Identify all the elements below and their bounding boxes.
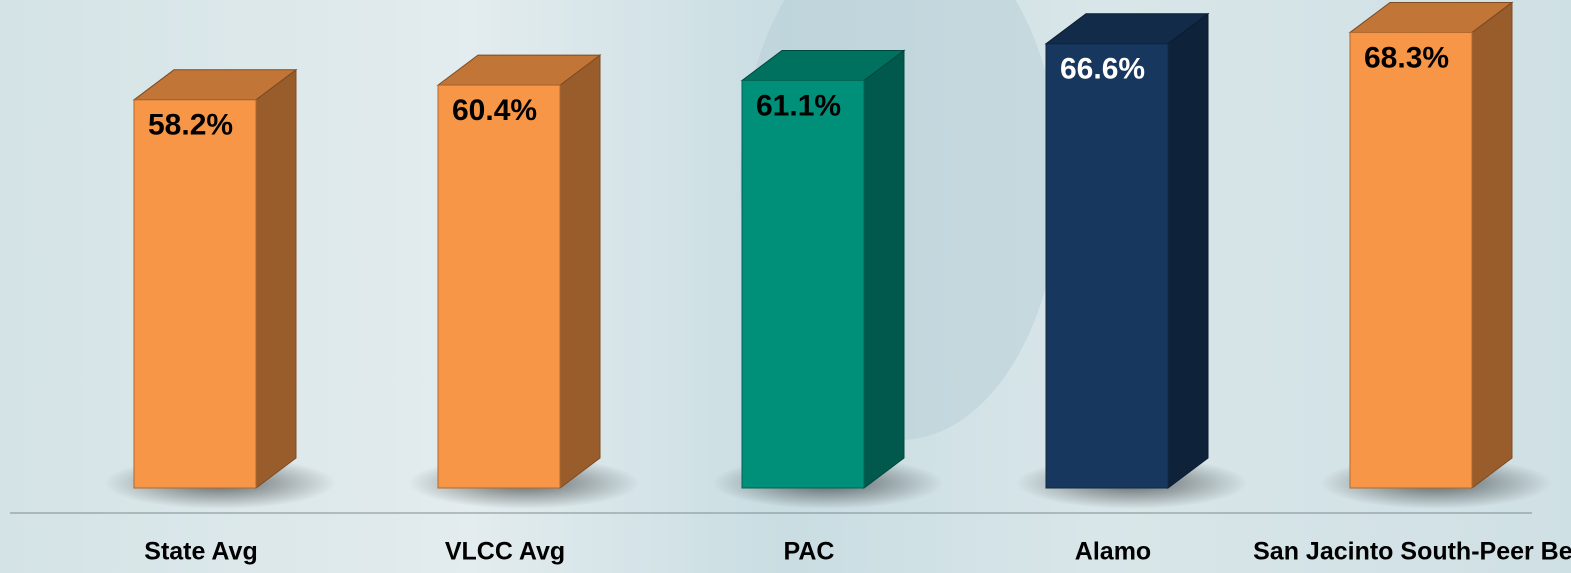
bar-side <box>1471 1 1513 489</box>
x-tick-label: PAC <box>784 538 835 566</box>
value-label: 58.2% <box>148 109 233 142</box>
x-tick-label: VLCC Avg <box>445 538 565 566</box>
value-label: 68.3% <box>1364 41 1449 74</box>
value-label: 60.4% <box>452 94 537 127</box>
bar <box>1349 31 1473 489</box>
value-label: 61.1% <box>756 89 841 122</box>
bar-side <box>255 68 297 489</box>
bar <box>133 99 257 489</box>
value-label: 66.6% <box>1060 53 1145 86</box>
bar-side <box>559 54 601 489</box>
bar <box>1045 43 1169 489</box>
x-tick-label: Alamo <box>1075 538 1151 566</box>
bar-side <box>863 49 905 489</box>
bar <box>741 79 865 489</box>
x-tick-label: San Jacinto South-Peer Best <box>1253 538 1571 566</box>
bar-side <box>1167 12 1209 489</box>
x-tick-label: State Avg <box>144 538 257 566</box>
bar <box>437 84 561 489</box>
